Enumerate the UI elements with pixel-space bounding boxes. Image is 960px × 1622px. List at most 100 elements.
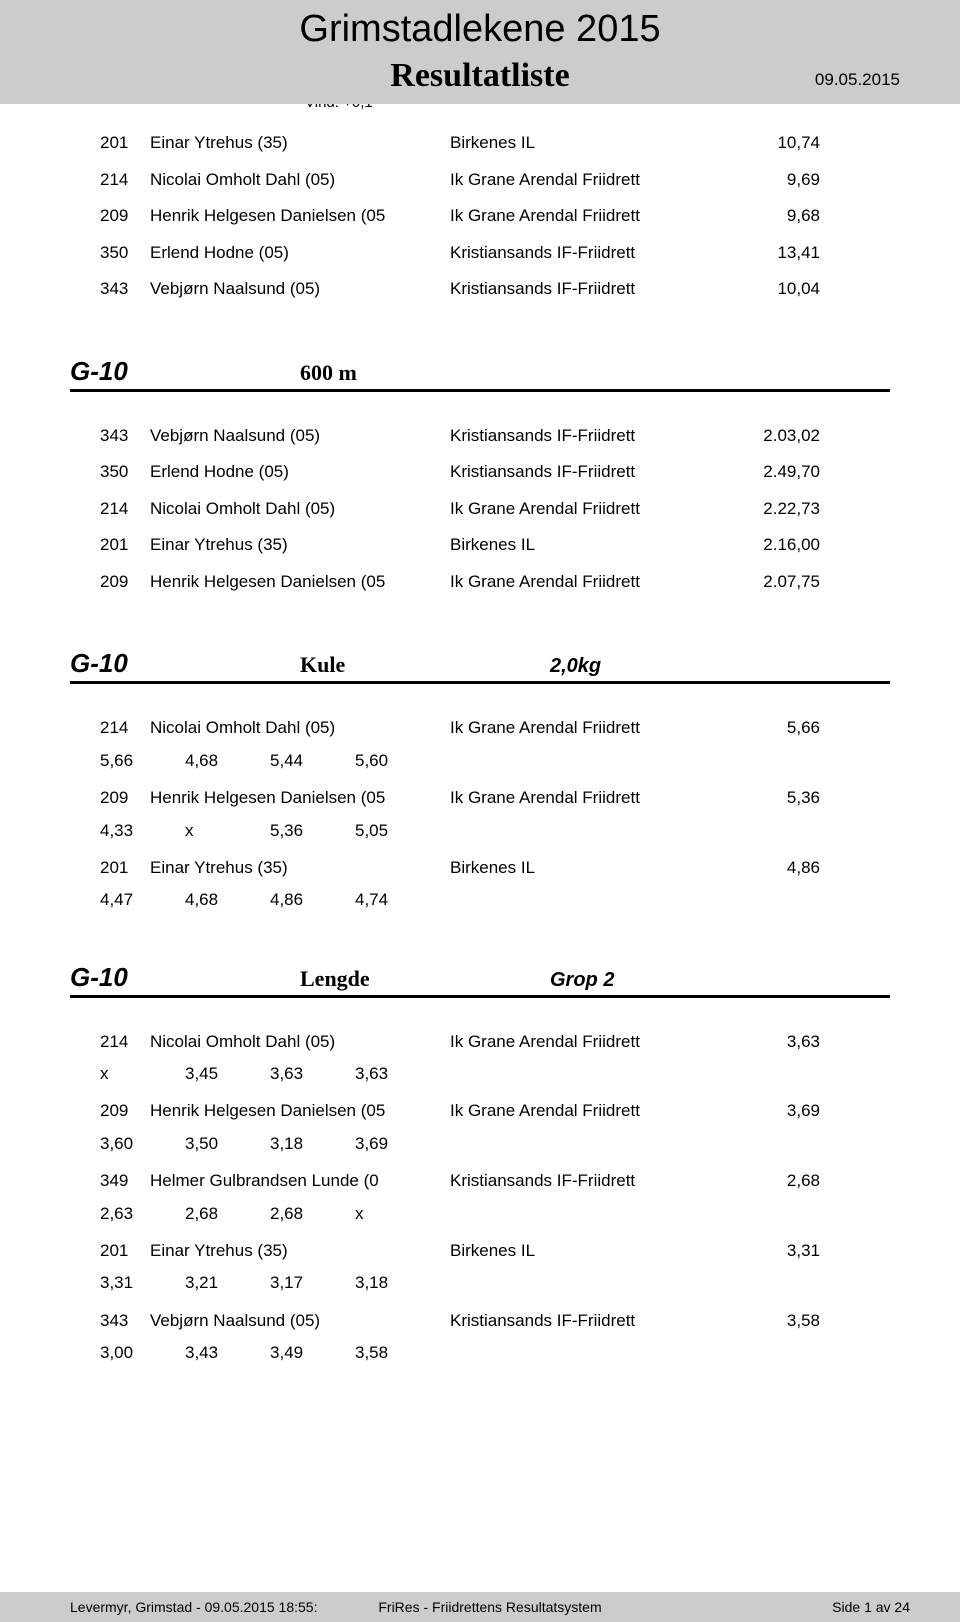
results-table: 343 Vebjørn Naalsund (05) Kristiansands … xyxy=(70,418,890,601)
attempt: 4,47 xyxy=(100,886,185,913)
attempt: 4,74 xyxy=(355,886,440,913)
attempt: 3,63 xyxy=(355,1060,440,1087)
result: 9,69 xyxy=(710,162,830,199)
bib: 343 xyxy=(70,271,150,308)
event-header: G-10 Lengde Grop 2 xyxy=(70,962,890,998)
result: 3,63 xyxy=(710,1024,830,1061)
bib: 209 xyxy=(70,564,150,601)
club: Kristiansands IF-Friidrett xyxy=(450,235,710,272)
result-row: 343 Vebjørn Naalsund (05) Kristiansands … xyxy=(70,271,890,308)
footer-right: Side 1 av 24 xyxy=(630,1599,910,1615)
attempt: 2,68 xyxy=(185,1200,270,1227)
event-header: G-10 600 m xyxy=(70,356,890,392)
attempt: 2,68 xyxy=(270,1200,355,1227)
attempt: 3,50 xyxy=(185,1130,270,1157)
athlete-name: Erlend Hodne (05) xyxy=(150,235,450,272)
results-table: 201 Einar Ytrehus (35) Birkenes IL 10,74… xyxy=(70,125,890,308)
result-row: 214 Nicolai Omholt Dahl (05) Ik Grane Ar… xyxy=(70,1024,890,1061)
bib: 350 xyxy=(70,235,150,272)
event-spec: Grop 2 xyxy=(550,969,614,992)
club: Ik Grane Arendal Friidrett xyxy=(450,780,710,817)
athlete-name: Vebjørn Naalsund (05) xyxy=(150,1303,450,1340)
athlete-name: Vebjørn Naalsund (05) xyxy=(150,271,450,308)
club: Kristiansands IF-Friidrett xyxy=(450,1303,710,1340)
attempt: 4,86 xyxy=(270,886,355,913)
attempt: x xyxy=(355,1200,440,1227)
result-row: 209 Henrik Helgesen Danielsen (05 Ik Gra… xyxy=(70,1093,890,1130)
attempt: 3,63 xyxy=(270,1060,355,1087)
athlete-name: Nicolai Omholt Dahl (05) xyxy=(150,710,450,747)
age-group: G-10 xyxy=(70,962,300,993)
result-row: 209 Henrik Helgesen Danielsen (05 Ik Gra… xyxy=(70,780,890,817)
athlete-name: Nicolai Omholt Dahl (05) xyxy=(150,491,450,528)
bib: 209 xyxy=(70,198,150,235)
attempt: 4,33 xyxy=(100,817,185,844)
result: 10,04 xyxy=(710,271,830,308)
attempts-row: 2,63 2,68 2,68 x xyxy=(70,1200,890,1227)
bib: 349 xyxy=(70,1163,150,1200)
attempt: 3,69 xyxy=(355,1130,440,1157)
athlete-name: Einar Ytrehus (35) xyxy=(150,527,450,564)
result-row: 214 Nicolai Omholt Dahl (05) Ik Grane Ar… xyxy=(70,491,890,528)
club: Ik Grane Arendal Friidrett xyxy=(450,564,710,601)
event-block: G-10 Kule 2,0kg 214 Nicolai Omholt Dahl … xyxy=(70,648,890,913)
result-row: 350 Erlend Hodne (05) Kristiansands IF-F… xyxy=(70,235,890,272)
result-row: 209 Henrik Helgesen Danielsen (05 Ik Gra… xyxy=(70,564,890,601)
club: Birkenes IL xyxy=(450,125,710,162)
footer-left: Levermyr, Grimstad - 09.05.2015 18:55: xyxy=(70,1599,350,1615)
event-name: 600 m xyxy=(300,360,550,386)
attempt: x xyxy=(100,1060,185,1087)
results-table: 214 Nicolai Omholt Dahl (05) Ik Grane Ar… xyxy=(70,710,890,913)
result: 9,68 xyxy=(710,198,830,235)
athlete-name: Vebjørn Naalsund (05) xyxy=(150,418,450,455)
result: 2.22,73 xyxy=(710,491,830,528)
bib: 209 xyxy=(70,780,150,817)
attempts-row: 3,00 3,43 3,49 3,58 xyxy=(70,1339,890,1366)
bib: 214 xyxy=(70,491,150,528)
bib: 209 xyxy=(70,1093,150,1130)
result: 2.16,00 xyxy=(710,527,830,564)
footer-band: Levermyr, Grimstad - 09.05.2015 18:55: F… xyxy=(0,1592,960,1622)
attempts-row: 3,60 3,50 3,18 3,69 xyxy=(70,1130,890,1157)
content-area: G-10 60 m Vind: +0,1 201 Einar Ytrehus (… xyxy=(0,56,960,1366)
result: 2.07,75 xyxy=(710,564,830,601)
attempt: 3,18 xyxy=(355,1269,440,1296)
club: Ik Grane Arendal Friidrett xyxy=(450,491,710,528)
club: Birkenes IL xyxy=(450,1233,710,1270)
bib: 343 xyxy=(70,1303,150,1340)
age-group: G-10 xyxy=(70,648,300,679)
attempt: 3,45 xyxy=(185,1060,270,1087)
result: 10,74 xyxy=(710,125,830,162)
club: Ik Grane Arendal Friidrett xyxy=(450,198,710,235)
club: Kristiansands IF-Friidrett xyxy=(450,418,710,455)
date: 09.05.2015 xyxy=(815,70,900,90)
athlete-name: Helmer Gulbrandsen Lunde (0 xyxy=(150,1163,450,1200)
attempt: 3,21 xyxy=(185,1269,270,1296)
result: 2.49,70 xyxy=(710,454,830,491)
athlete-name: Henrik Helgesen Danielsen (05 xyxy=(150,564,450,601)
club: Ik Grane Arendal Friidrett xyxy=(450,710,710,747)
bib: 343 xyxy=(70,418,150,455)
attempt: 3,58 xyxy=(355,1339,440,1366)
result: 5,36 xyxy=(710,780,830,817)
event-block: G-10 Lengde Grop 2 214 Nicolai Omholt Da… xyxy=(70,962,890,1367)
athlete-name: Einar Ytrehus (35) xyxy=(150,125,450,162)
result-row: 214 Nicolai Omholt Dahl (05) Ik Grane Ar… xyxy=(70,162,890,199)
bib: 214 xyxy=(70,1024,150,1061)
result-row: 201 Einar Ytrehus (35) Birkenes IL 2.16,… xyxy=(70,527,890,564)
bib: 201 xyxy=(70,1233,150,1270)
attempt: 5,44 xyxy=(270,747,355,774)
attempt: 3,31 xyxy=(100,1269,185,1296)
result-row: 214 Nicolai Omholt Dahl (05) Ik Grane Ar… xyxy=(70,710,890,747)
athlete-name: Erlend Hodne (05) xyxy=(150,454,450,491)
attempt: 5,36 xyxy=(270,817,355,844)
result-row: 343 Vebjørn Naalsund (05) Kristiansands … xyxy=(70,1303,890,1340)
attempt: 3,17 xyxy=(270,1269,355,1296)
age-group: G-10 xyxy=(70,356,300,387)
event-block: G-10 600 m 343 Vebjørn Naalsund (05) Kri… xyxy=(70,356,890,601)
athlete-name: Einar Ytrehus (35) xyxy=(150,1233,450,1270)
result-row: 209 Henrik Helgesen Danielsen (05 Ik Gra… xyxy=(70,198,890,235)
header-band: Grimstadlekene 2015 Resultatliste 09.05.… xyxy=(0,0,960,104)
result-row: 343 Vebjørn Naalsund (05) Kristiansands … xyxy=(70,418,890,455)
result: 4,86 xyxy=(710,850,830,887)
